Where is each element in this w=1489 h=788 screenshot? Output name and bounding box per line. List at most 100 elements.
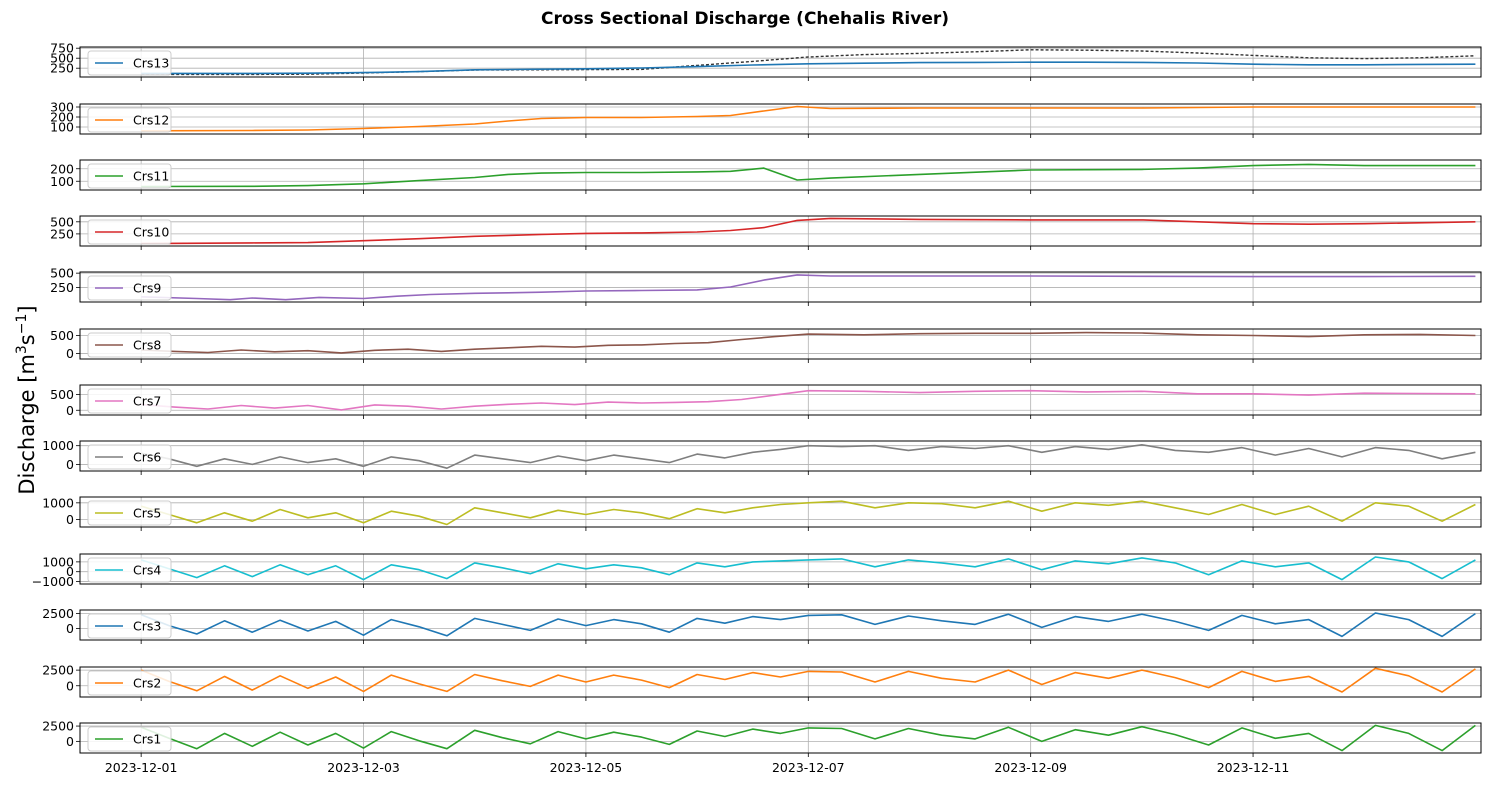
y-tick-label: 0 bbox=[66, 457, 74, 472]
axes-frame bbox=[79, 328, 1482, 360]
y-tick-label: 200 bbox=[50, 161, 74, 176]
legend-box bbox=[87, 219, 172, 245]
y-tick-label: 500 bbox=[50, 387, 74, 402]
legend-label: Crs10 bbox=[133, 225, 169, 240]
legend-label: Crs2 bbox=[133, 676, 161, 691]
y-tick-label: 0 bbox=[66, 403, 74, 418]
series-line-crs13-reference bbox=[141, 49, 1476, 76]
legend-box bbox=[87, 50, 172, 76]
y-axis-label: Discharge [m3s−1] bbox=[14, 305, 39, 494]
axes-frame bbox=[79, 215, 1482, 247]
axes-frame bbox=[79, 440, 1482, 472]
y-axis-label-main: Discharge [m bbox=[15, 354, 39, 495]
legend: Crs4 bbox=[87, 557, 172, 583]
series-line-crs12 bbox=[141, 105, 1476, 132]
y-tick-label: 250 bbox=[50, 280, 74, 295]
y-axis-label-sup1: 3 bbox=[14, 345, 30, 354]
y-tick-label: 0 bbox=[66, 678, 74, 693]
legend: Crs2 bbox=[87, 670, 172, 696]
legend-label: Crs5 bbox=[133, 506, 161, 521]
y-tick-label: 0 bbox=[66, 564, 74, 579]
series-line-crs5 bbox=[140, 500, 1476, 526]
y-tick-label: 300 bbox=[50, 100, 74, 115]
panel-crs8: 0 500 Crs8 bbox=[50, 328, 1482, 363]
legend: Crs6 bbox=[87, 444, 172, 470]
y-tick-label: 2500 bbox=[42, 663, 74, 678]
series-line-crs9 bbox=[141, 274, 1476, 301]
y-tick-label: 1000 bbox=[42, 495, 74, 510]
x-axis-ticks: 2023-12-01 2023-12-03 2023-12-05 2023-12-07… bbox=[105, 760, 1290, 775]
series-line-crs3 bbox=[140, 612, 1476, 638]
y-tick-label: 0 bbox=[66, 621, 74, 636]
y-tick-label: 500 bbox=[50, 214, 74, 229]
axes-frame bbox=[79, 496, 1482, 528]
legend-box bbox=[87, 275, 172, 301]
axes-frame bbox=[79, 666, 1482, 698]
legend: Crs12 bbox=[87, 107, 172, 133]
axes-frame bbox=[79, 553, 1482, 585]
series-line-crs7 bbox=[141, 389, 1476, 411]
legend-label: Crs4 bbox=[133, 563, 161, 578]
y-tick-label: 1000 bbox=[42, 438, 74, 453]
y-tick-label: 0 bbox=[66, 346, 74, 361]
series-line-crs4 bbox=[140, 556, 1476, 581]
legend: Crs10 bbox=[87, 219, 172, 245]
y-tick-label: 500 bbox=[50, 328, 74, 343]
legend-box bbox=[87, 444, 172, 470]
x-tick-label: 2023-12-11 bbox=[1217, 760, 1290, 775]
y-axis-label-mid: s bbox=[15, 334, 39, 345]
x-tick-label: 2023-12-01 bbox=[105, 760, 178, 775]
legend-box bbox=[87, 613, 172, 639]
x-tick-label: 2023-12-07 bbox=[772, 760, 845, 775]
y-axis-label-sup2: −1 bbox=[14, 314, 30, 335]
legend-box bbox=[87, 163, 172, 189]
legend-box bbox=[87, 332, 172, 358]
y-tick-label: 0 bbox=[66, 512, 74, 527]
legend: Crs3 bbox=[87, 613, 172, 639]
legend-label: Crs11 bbox=[133, 169, 169, 184]
legend-label: Crs13 bbox=[133, 56, 169, 71]
legend-label: Crs9 bbox=[133, 281, 161, 296]
y-tick-label: 500 bbox=[50, 51, 74, 66]
legend: Crs11 bbox=[87, 163, 172, 189]
y-tick-label: 250 bbox=[50, 61, 74, 76]
y-tick-label: 1000 bbox=[42, 554, 74, 569]
legend-box bbox=[87, 107, 172, 133]
panel-crs6: 0 1000 Crs6 bbox=[42, 438, 1482, 475]
axes-frame bbox=[79, 384, 1482, 416]
x-tick-label: 2023-12-05 bbox=[550, 760, 623, 775]
legend-label: Crs1 bbox=[133, 732, 161, 747]
legend-box bbox=[87, 500, 172, 526]
y-tick-label: 200 bbox=[50, 110, 74, 125]
legend-box bbox=[87, 670, 172, 696]
series-line-crs8 bbox=[141, 331, 1476, 354]
x-tick-label: 2023-12-03 bbox=[327, 760, 400, 775]
legend: Crs5 bbox=[87, 500, 172, 526]
legend: Crs7 bbox=[87, 388, 172, 414]
y-tick-label: 100 bbox=[50, 174, 74, 189]
y-tick-label: 500 bbox=[50, 266, 74, 281]
axes-frame bbox=[79, 609, 1482, 641]
series-line-crs2 bbox=[140, 667, 1476, 693]
series-line-crs13 bbox=[141, 61, 1476, 75]
legend-box bbox=[87, 726, 172, 752]
legend-label: Crs12 bbox=[133, 113, 169, 128]
axes-frame bbox=[79, 46, 1482, 78]
legend-label: Crs6 bbox=[133, 450, 161, 465]
series-line-crs10 bbox=[141, 217, 1476, 245]
y-tick-label: 0 bbox=[66, 734, 74, 749]
y-tick-label: 250 bbox=[50, 226, 74, 241]
panel-crs5: 0 1000 Crs5 bbox=[42, 495, 1482, 531]
series-line-crs6 bbox=[141, 443, 1476, 470]
legend: Crs8 bbox=[87, 332, 172, 358]
y-tick-label: −1000 bbox=[32, 574, 74, 589]
